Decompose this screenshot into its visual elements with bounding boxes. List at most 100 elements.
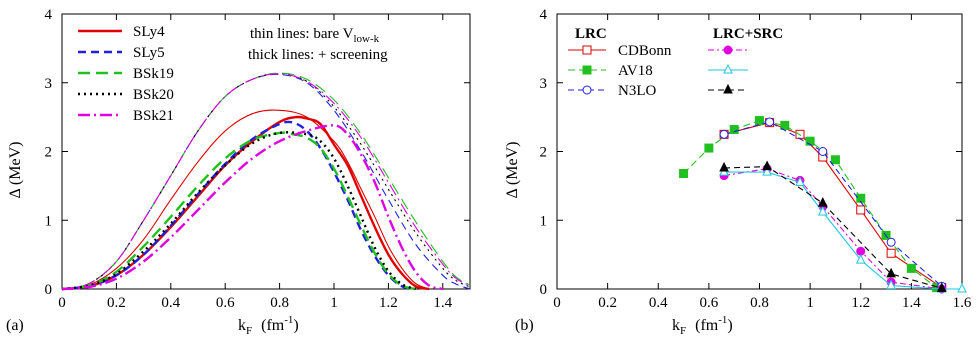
y-tick-label: 4 [45, 7, 53, 23]
data-point-4 [762, 166, 772, 176]
data-point-0 [856, 205, 866, 215]
data-point-2 [886, 237, 896, 247]
legend-a: SLy4 SLy5 BSk19 BSk20 BSk21 [78, 24, 174, 124]
legend-label-sly4: SLy4 [133, 24, 165, 40]
x-tick-label: 1 [806, 295, 814, 311]
data-point-4 [855, 254, 866, 264]
xlabel-a-sup: -1 [284, 314, 293, 326]
legend-label-sly5: SLy5 [133, 45, 165, 61]
xlabel-b-close: ) [727, 317, 732, 334]
x-tick-label: 0.8 [750, 295, 769, 311]
x-tick-label: 0 [58, 295, 66, 311]
xlabel-a-main: k [238, 317, 246, 334]
legend-marker-src-2 [723, 83, 733, 94]
xlabel-b: kF (fm-1) [672, 314, 733, 337]
x-tick-label: 0.4 [161, 295, 180, 311]
xlabel-b-sub: F [680, 325, 686, 337]
data-point-4 [817, 205, 828, 216]
legend-label-av18: AV18 [618, 63, 653, 79]
legend-marker-cdbonn [582, 45, 592, 55]
x-tick-label: 0.2 [598, 295, 617, 311]
y-tick-label: 0 [540, 282, 548, 298]
x-tick-label: 0.8 [270, 295, 289, 311]
x-tick-label: 0 [553, 295, 561, 311]
data-point-1 [729, 125, 739, 134]
x-tick-label: 0.4 [649, 295, 668, 311]
legend-marker-src-0 [723, 45, 733, 55]
series-bsk20-thin-line [61, 73, 471, 290]
legend-label-bsk21: BSk21 [133, 108, 174, 124]
series-bsk20-thick-line [61, 131, 416, 291]
data-point-1 [704, 143, 714, 153]
series-line-4 [724, 171, 962, 290]
x-tick-label: 0.6 [700, 295, 719, 311]
panel-label-a: (a) [6, 317, 24, 334]
series-group-a [61, 72, 471, 291]
data-point-5 [719, 161, 729, 172]
data-point-1 [755, 116, 764, 126]
legend-header-lrc-src: LRC+SRC [713, 26, 783, 42]
series-line-5 [724, 166, 942, 289]
data-point-4 [957, 282, 967, 293]
data-point-4 [886, 279, 896, 290]
data-point-1 [679, 169, 689, 178]
y-tick-label: 2 [45, 145, 53, 161]
legend-b: CDBonn AV18 N3LO [568, 43, 748, 99]
x-tick-label: 1.2 [379, 295, 398, 311]
y-tick-label: 3 [45, 76, 53, 92]
legend-marker-src-1 [723, 63, 733, 74]
data-point-1 [805, 136, 815, 146]
x-tick-label: 1.4 [433, 295, 452, 311]
series-bsk19-thick-line [61, 131, 416, 291]
note-line-1: thin lines: bare Vlow-k [250, 26, 380, 45]
data-point-1 [906, 263, 916, 273]
panel-a: 0 0.2 0.4 0.6 0.8 1 1.2 1.4 0 1 2 3 4 SLy4 SLy5 BSk19 B… [6, 7, 471, 337]
axis-ticks-b: 0 0.2 0.4 0.6 0.8 1 1.2 1.4 1.6 0 1 2 3 4 [540, 7, 972, 311]
series-bsk21-thick-line [61, 124, 444, 291]
legend-marker-av18 [582, 65, 592, 75]
data-point-2 [765, 117, 775, 127]
data-point-2 [818, 147, 828, 156]
xlabel-a: kF (fm-1) [238, 314, 299, 337]
series-sly4-thin-line [61, 109, 430, 290]
series-sly5-thick-line [61, 120, 416, 291]
xlabel-b-unit: (fm [695, 317, 719, 334]
xlabel-b-main: k [672, 317, 680, 334]
series-group-b [679, 116, 967, 294]
data-point-5 [936, 282, 947, 292]
xlabel-a-close: ) [293, 317, 298, 334]
y-tick-label: 4 [540, 7, 548, 23]
x-tick-label: 1.2 [851, 295, 870, 311]
note-line-2: thick lines: + screening [248, 47, 388, 63]
axis-ticks-a: 0 0.2 0.4 0.6 0.8 1 1.2 1.4 0 1 2 3 4 [45, 7, 470, 311]
data-point-3 [856, 246, 866, 256]
xlabel-a-sub: F [246, 325, 252, 337]
series-line-0 [723, 122, 943, 289]
data-point-0 [886, 248, 896, 258]
panel-b: 0 0.2 0.4 0.6 0.8 1 1.2 1.4 1.6 0 1 2 3 4 CDBonn AV18 N… [504, 7, 972, 337]
y-tick-label: 1 [45, 213, 53, 229]
ylabel-a: Δ (MeV) [7, 142, 24, 199]
xlabel-a-unit: (fm [261, 317, 285, 334]
data-point-5 [817, 196, 828, 207]
legend-label-n3lo: N3LO [618, 83, 656, 99]
ylabel-b: Δ (MeV) [504, 142, 521, 199]
data-point-2 [719, 129, 729, 139]
data-point-4 [795, 176, 805, 186]
x-tick-label: 0.2 [107, 295, 126, 311]
legend-label-bsk19: BSk19 [133, 66, 174, 82]
panel-label-b: (b) [515, 317, 534, 334]
x-tick-label: 1 [330, 295, 338, 311]
y-tick-label: 3 [540, 76, 548, 92]
series-bsk19-thin-line [61, 72, 471, 290]
legend-marker-n3lo [582, 85, 592, 95]
y-tick-label: 1 [540, 213, 548, 229]
xlabel-b-sup: -1 [718, 314, 727, 326]
data-point-5 [762, 160, 772, 171]
series-bsk21-thin-line [61, 73, 471, 290]
note-line-1-text: thin lines: bare V [250, 26, 354, 42]
legend-header-lrc: LRC [575, 26, 607, 42]
note-line-1-sub: low-k [353, 33, 379, 45]
y-tick-label: 0 [45, 282, 53, 298]
x-tick-label: 0.6 [216, 295, 235, 311]
